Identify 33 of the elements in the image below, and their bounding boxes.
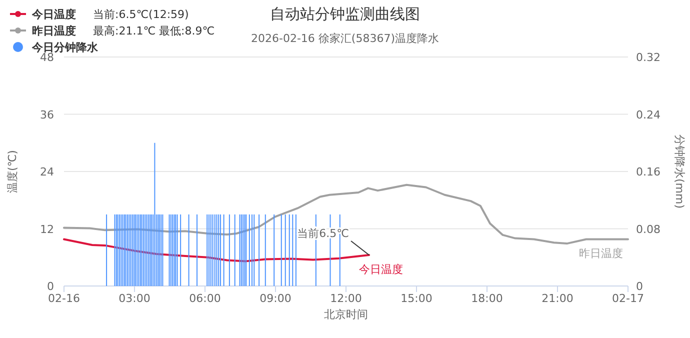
y-tick-label: 12 <box>40 222 54 236</box>
y-axis-title: 温度(℃) <box>6 150 19 193</box>
y2-axis-title: 分钟降水(mm) <box>673 134 686 209</box>
y-tick-label: 36 <box>40 108 54 122</box>
x-tick-label: 06:00 <box>189 292 221 305</box>
x-tick-label: 02-16 <box>48 292 80 305</box>
legend-label: 昨日温度 <box>32 24 76 38</box>
legend-label: 今日分钟降水 <box>31 41 99 54</box>
y2-tick-label: 0.08 <box>636 222 660 236</box>
line-series <box>63 184 629 245</box>
x-tick-label: 21:00 <box>542 292 574 305</box>
y2-tick-label: 0.16 <box>636 166 660 178</box>
chart-title: 自动站分钟监测曲线图 <box>270 5 420 23</box>
y-tick-label: 24 <box>40 166 54 178</box>
text: 今日温度 <box>359 262 404 276</box>
text: 当前:6.5℃(12:59) <box>93 8 189 21</box>
x-tick-label: 18:00 <box>471 292 503 305</box>
x-tick-label: 12:00 <box>330 292 362 305</box>
y2-tick-label: 0.32 <box>636 51 660 64</box>
y2-tick-label: 0 <box>636 280 643 293</box>
text: 昨日温度 <box>579 247 623 260</box>
y2-tick-label: 0.24 <box>636 108 660 122</box>
chart-subtitle: 2026-02-16 徐家汇(58367)温度降水 <box>251 32 439 45</box>
line-series <box>63 238 370 262</box>
y-tick-label: 48 <box>40 51 54 64</box>
x-tick-label: 15:00 <box>400 292 432 305</box>
x-tick-label: 03:00 <box>118 292 150 305</box>
y-tick-label: 0 <box>47 280 54 293</box>
x-tick-label: 09:00 <box>260 292 292 305</box>
text: 最高:21.1℃ 最低:8.9℃ <box>93 24 215 38</box>
legend-label: 今日温度 <box>31 8 76 21</box>
x-axis-title: 北京时间 <box>324 308 368 321</box>
x-tick-label: 02-17 <box>612 292 644 305</box>
